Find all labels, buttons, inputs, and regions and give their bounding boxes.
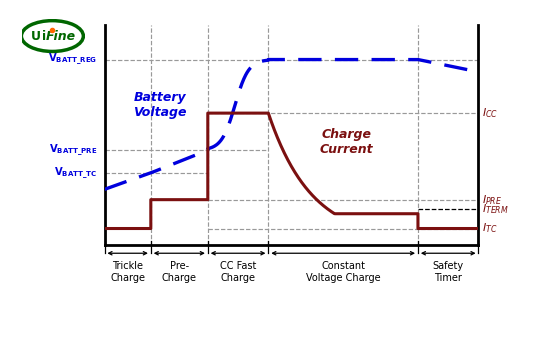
Text: $I_{CC}$: $I_{CC}$ [482, 106, 498, 120]
Text: $I_{TC}$: $I_{TC}$ [482, 222, 498, 236]
Text: $\mathbf{V_{BATT\_TC}}$: $\mathbf{V_{BATT\_TC}}$ [54, 165, 97, 181]
Text: CC Fast
Charge: CC Fast Charge [220, 261, 256, 283]
Text: $\mathbf{V_{BATT\_REG}}$: $\mathbf{V_{BATT\_REG}}$ [48, 52, 97, 67]
Text: Charge
Current: Charge Current [320, 128, 373, 156]
Text: Pre-
Charge: Pre- Charge [162, 261, 197, 283]
Text: $\mathbf{V_{BATT\_PRE}}$: $\mathbf{V_{BATT\_PRE}}$ [48, 142, 97, 158]
Text: i: i [42, 30, 46, 43]
Text: $I_{PRE}$: $I_{PRE}$ [482, 193, 503, 206]
Text: $I_{TERM}$: $I_{TERM}$ [482, 202, 509, 216]
Text: Fine: Fine [46, 30, 76, 43]
Text: Constant
Voltage Charge: Constant Voltage Charge [306, 261, 381, 283]
Text: U: U [31, 30, 41, 43]
Ellipse shape [21, 21, 84, 51]
Text: Battery
Voltage: Battery Voltage [133, 91, 186, 119]
Text: Safety
Timer: Safety Timer [433, 261, 464, 283]
Text: Trickle
Charge: Trickle Charge [110, 261, 145, 283]
